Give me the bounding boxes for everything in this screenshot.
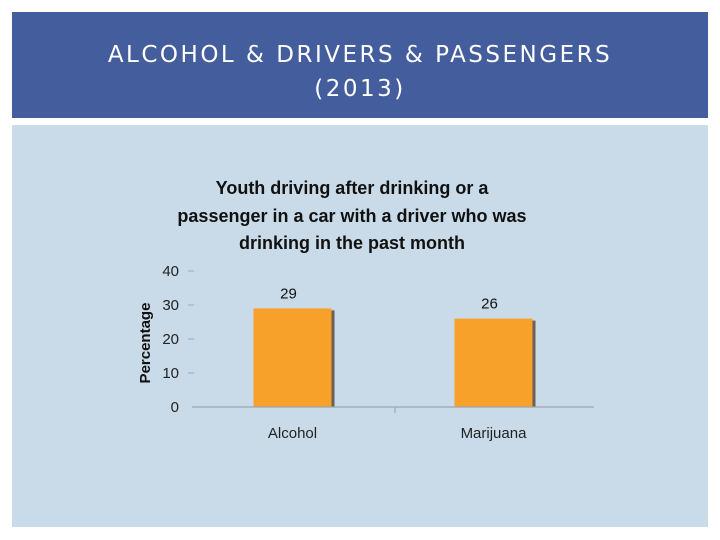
bars: 29 26 [253,285,536,407]
y-tick-label: 20 [162,331,179,348]
content-panel: Youth driving after drinking or a passen… [12,125,708,527]
slide-header: ALCOHOL & DRIVERS & PASSENGERS (2013) [12,12,708,118]
y-tick-label: 10 [162,365,179,382]
data-label: 26 [481,296,498,313]
bar [454,318,533,407]
y-axis-ticks: 0 10 20 30 40 [162,263,194,416]
y-tick-label: 30 [162,297,179,314]
x-tick-label: Marijuana [461,425,528,442]
y-tick-label: 40 [162,263,179,280]
chart-title-line-1: Youth driving after drinking or a [216,178,490,198]
data-label: 29 [280,285,297,302]
bar [253,308,332,407]
bar-chart: Youth driving after drinking or a passen… [137,178,594,442]
y-tick-label: 0 [171,399,179,416]
y-axis-label: Percentage [137,303,154,384]
x-axis-labels: Alcohol Marijuana [268,425,527,442]
slide-title: ALCOHOL & DRIVERS & PASSENGERS (2013) [107,42,613,102]
chart-title: Youth driving after drinking or a passen… [177,178,526,253]
chart-title-line-3: drinking in the past month [239,233,465,253]
x-tick-label: Alcohol [268,425,317,442]
chart-title-line-2: passenger in a car with a driver who was [177,206,526,226]
